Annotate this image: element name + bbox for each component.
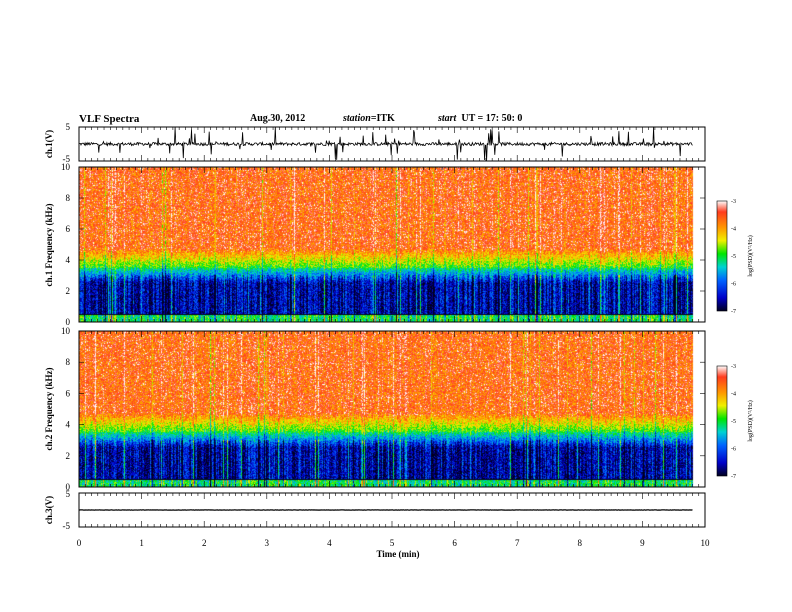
start-value: UT = 17: 50: 0 [461, 113, 523, 124]
start-key: start [438, 113, 457, 124]
colorbar-tick-label: -6 [731, 282, 736, 288]
ch1-waveform-line [78, 126, 693, 161]
start-time-label: start UT = 17: 50: 0 [438, 113, 522, 124]
ch1-ytick-neg5: -5 [63, 154, 71, 164]
freq-tick-label: 10 [61, 162, 71, 172]
x-tick-label: 7 [515, 538, 520, 548]
ch3-ytick-neg5: -5 [63, 521, 71, 531]
ch2-colorbar [716, 365, 728, 477]
axis-ticks [78, 127, 706, 527]
x-axis-ticklabels: 0 1 2 3 4 5 6 7 8 9 10 [77, 538, 710, 548]
ch1-spectrogram-ylabel: ch.1 Frequency (kHz) [44, 203, 54, 286]
station-key: station= [343, 113, 377, 124]
ch1-colorbar-label: log(PSD)(V²/Hz) [747, 235, 754, 276]
freq-tick-label: 0 [66, 317, 71, 327]
ch1-ytick-5: 5 [66, 122, 71, 132]
x-tick-label: 4 [327, 538, 332, 548]
colorbar-tick-label: -5 [731, 419, 736, 425]
freq-tick-label: 4 [66, 255, 71, 265]
freq-tick-label: 2 [66, 451, 71, 461]
ch1-waveform-series [78, 126, 693, 161]
freq-tick-label: 8 [66, 357, 71, 367]
station-label: station=ITK [343, 113, 395, 124]
freq-tick-label: 2 [66, 286, 71, 296]
x-tick-label: 1 [139, 538, 144, 548]
ch2-spectrogram-image [79, 331, 705, 487]
ch1-spectrogram-image [79, 167, 705, 322]
colorbar-tick-label: -7 [731, 309, 736, 315]
x-tick-label: 3 [265, 538, 270, 548]
freq-tick-label: 8 [66, 193, 71, 203]
freq-tick-label: 10 [61, 326, 71, 336]
x-axis-label: Time (min) [376, 549, 419, 559]
plot-title: VLF Spectra [79, 113, 140, 125]
ch1-colorbar-ticklabels: -3 -4 -5 -6 -7 [731, 199, 736, 315]
date-label: Aug.30, 2012 [250, 113, 306, 124]
ch1-waveform-ylabel: ch.1(V) [44, 130, 54, 158]
ch2-spectrogram-ylabel: ch.2 Frequency (kHz) [44, 367, 54, 450]
x-tick-label: 6 [452, 538, 457, 548]
ch2-colorbar-label: log(PSD)(V²/Hz) [747, 400, 754, 441]
station-value: ITK [376, 113, 395, 124]
colorbar-tick-label: -7 [731, 474, 736, 480]
ch2-spectrogram-yticklabels: 0 2 4 6 8 10 [61, 326, 705, 492]
x-tick-label: 5 [390, 538, 395, 548]
x-tick-label: 9 [640, 538, 645, 548]
x-tick-label: 8 [578, 538, 583, 548]
x-tick-label: 10 [701, 538, 711, 548]
freq-tick-label: 0 [66, 482, 71, 492]
freq-tick-label: 6 [66, 388, 71, 398]
colorbar-tick-label: -4 [731, 392, 736, 398]
freq-tick-label: 4 [66, 420, 71, 430]
x-tick-label: 2 [202, 538, 207, 548]
colorbar-tick-label: -3 [731, 364, 736, 370]
ch1-colorbar [716, 200, 728, 312]
freq-tick-label: 6 [66, 224, 71, 234]
ch3-waveform-ylabel: ch.3(V) [44, 496, 54, 524]
ch3-ytick-5: 5 [66, 489, 71, 499]
colorbar-tick-label: -5 [731, 254, 736, 260]
colorbar-tick-label: -3 [731, 199, 736, 205]
ch1-spectrogram-yticklabels: 0 2 4 6 8 10 [61, 162, 705, 327]
ch2-colorbar-ticklabels: -3 -4 -5 -6 -7 [731, 364, 736, 480]
colorbar-tick-label: -6 [731, 447, 736, 453]
x-tick-label: 0 [77, 538, 82, 548]
colorbar-tick-label: -4 [731, 227, 736, 233]
